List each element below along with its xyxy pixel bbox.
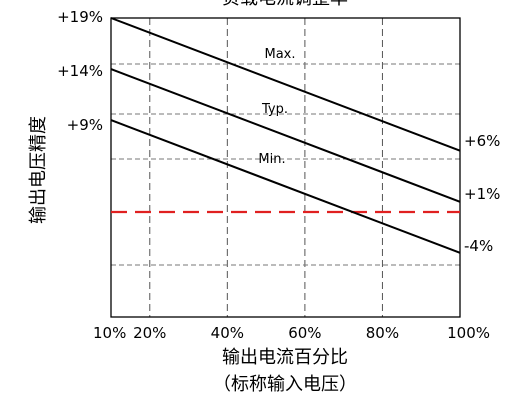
series-name-label: Typ. (261, 102, 288, 117)
x-tick-label: 60% (288, 324, 321, 342)
x-axis-title: 输出电流百分比 (222, 347, 348, 368)
end-value-label: -4% (464, 237, 493, 255)
start-value-label: +19% (57, 8, 103, 26)
x-tick-labels: 10% 20% 40% 60% 80% 100% (93, 324, 490, 342)
y-axis-title: 输出电压精度 (28, 116, 49, 224)
x-axis-subtitle: （标称输入电压） (213, 374, 357, 395)
series-line-min (110, 119, 461, 254)
series-names: Max. Typ. Min. (258, 47, 295, 167)
x-tick-label: 40% (211, 324, 244, 342)
x-tick-label: 80% (366, 324, 399, 342)
start-labels: +19% +14% +9% (57, 8, 103, 134)
grid (111, 18, 460, 317)
series-name-label: Max. (264, 47, 295, 62)
plot-border (110, 17, 461, 318)
x-tick-label: 20% (133, 324, 166, 342)
plot-frame (110, 17, 461, 318)
series-line-max (110, 17, 461, 152)
x-tick-label: 100% (447, 324, 490, 342)
series-line-typ (110, 68, 461, 203)
x-tick-label: 10% (93, 324, 126, 342)
start-value-label: +9% (67, 116, 103, 134)
chart-title: 负载电流调整率 (222, 0, 348, 9)
end-value-label: +1% (464, 185, 500, 203)
end-labels: +6% +1% -4% (464, 132, 500, 255)
start-value-label: +14% (57, 62, 103, 80)
end-value-label: +6% (464, 132, 500, 150)
series-lines (110, 17, 461, 254)
series-name-label: Min. (258, 152, 285, 167)
